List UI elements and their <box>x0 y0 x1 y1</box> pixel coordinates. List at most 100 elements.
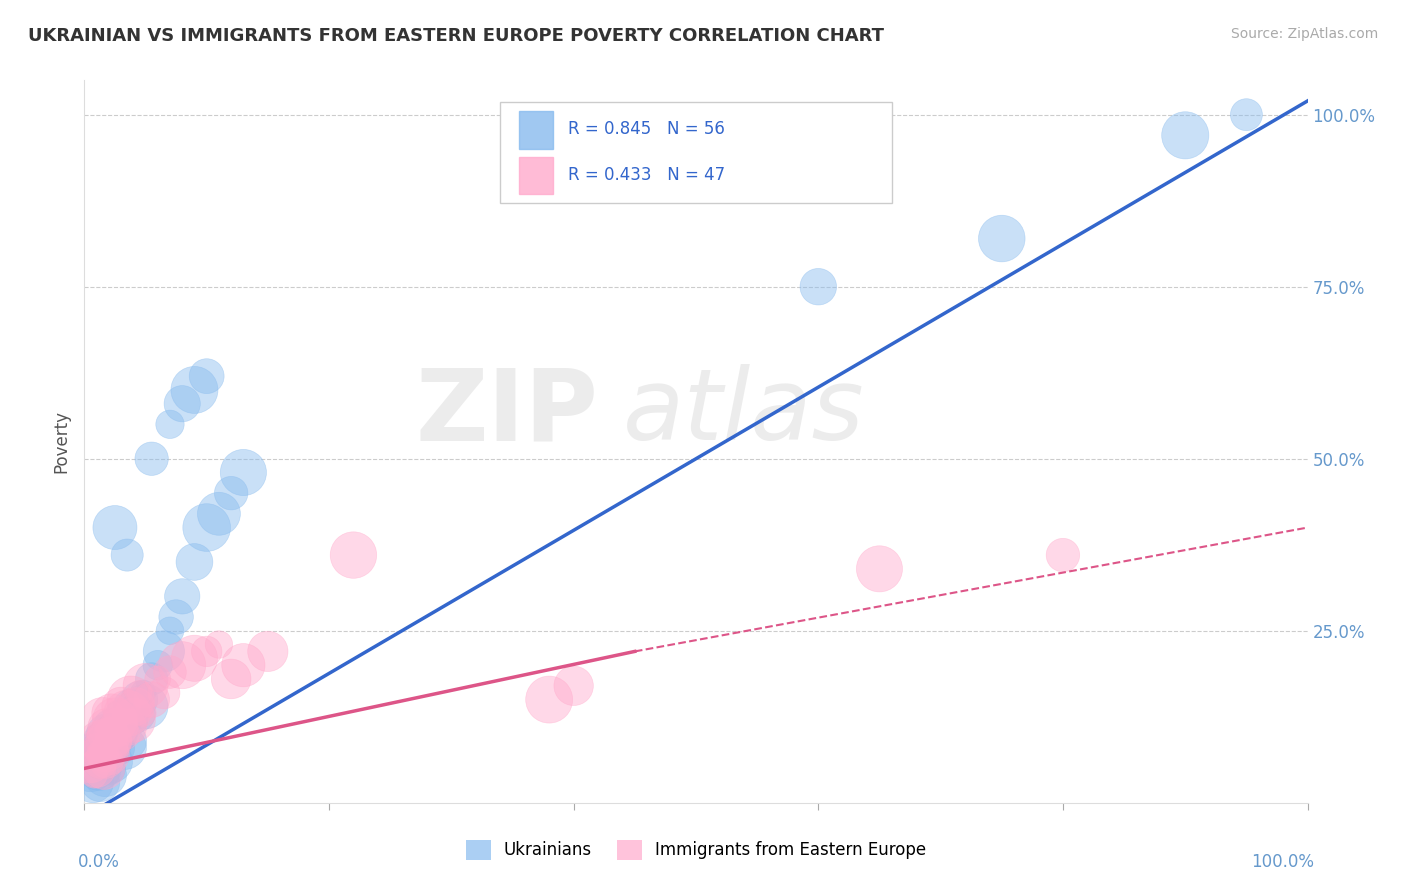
Point <box>96 727 118 741</box>
Point <box>117 734 139 748</box>
Point <box>991 231 1014 245</box>
Point <box>141 451 163 466</box>
Point <box>219 486 242 500</box>
Text: Source: ZipAtlas.com: Source: ZipAtlas.com <box>1230 27 1378 41</box>
Point <box>146 658 169 673</box>
Point <box>112 713 135 727</box>
Point <box>172 658 194 673</box>
Point <box>115 706 138 721</box>
Point <box>86 768 108 782</box>
Text: atlas: atlas <box>623 364 865 461</box>
Point <box>87 740 110 755</box>
Point <box>141 672 163 686</box>
Point <box>159 665 181 679</box>
Legend: Ukrainians, Immigrants from Eastern Europe: Ukrainians, Immigrants from Eastern Euro… <box>458 833 934 867</box>
Point <box>172 590 194 604</box>
Point <box>153 644 176 658</box>
Point <box>1174 128 1197 143</box>
Point <box>87 761 110 775</box>
Text: R = 0.845   N = 56: R = 0.845 N = 56 <box>568 120 724 138</box>
Point <box>97 734 120 748</box>
Point <box>89 755 111 769</box>
Point <box>117 720 139 734</box>
Point <box>100 720 122 734</box>
Point <box>869 562 891 576</box>
Point <box>96 740 118 755</box>
Point <box>232 466 254 480</box>
Text: R = 0.433   N = 47: R = 0.433 N = 47 <box>568 166 724 184</box>
Point <box>141 692 163 706</box>
Point <box>87 734 110 748</box>
Y-axis label: Poverty: Poverty <box>52 410 70 473</box>
Point <box>120 692 142 706</box>
Point <box>562 679 585 693</box>
Point <box>208 507 231 521</box>
Point <box>104 727 127 741</box>
Point <box>115 720 138 734</box>
Point <box>91 755 114 769</box>
Point <box>183 383 205 397</box>
Point <box>135 699 157 714</box>
Point <box>195 369 218 384</box>
Point <box>91 747 114 762</box>
Point <box>122 713 145 727</box>
Bar <box>519 112 553 149</box>
Text: ZIP: ZIP <box>415 364 598 461</box>
Point <box>94 768 117 782</box>
Point <box>115 548 138 562</box>
Point <box>165 610 187 624</box>
Point <box>93 761 115 775</box>
Point <box>91 734 114 748</box>
Point <box>105 734 128 748</box>
Point <box>89 775 111 789</box>
Point <box>1236 108 1258 122</box>
Point <box>538 692 561 706</box>
Bar <box>519 157 553 194</box>
Point <box>96 720 118 734</box>
Point <box>135 679 157 693</box>
Point <box>107 734 129 748</box>
Point <box>79 755 101 769</box>
Point <box>100 755 122 769</box>
Point <box>125 706 148 721</box>
Point <box>195 644 218 658</box>
Point <box>128 692 150 706</box>
Point <box>79 761 101 775</box>
Point <box>97 734 120 748</box>
Point <box>97 761 120 775</box>
Point <box>172 397 194 411</box>
Point <box>107 720 129 734</box>
Point <box>146 672 169 686</box>
Point <box>100 706 122 721</box>
Point <box>94 740 117 755</box>
Point <box>257 644 280 658</box>
Point <box>86 740 108 755</box>
Point <box>112 727 135 741</box>
Point <box>105 740 128 755</box>
Text: 0.0%: 0.0% <box>79 854 120 871</box>
Point <box>110 727 132 741</box>
FancyBboxPatch shape <box>501 102 891 203</box>
Point <box>183 651 205 665</box>
Point <box>219 672 242 686</box>
Point <box>103 747 125 762</box>
Point <box>86 755 108 769</box>
Point <box>128 686 150 700</box>
Point <box>183 555 205 569</box>
Point <box>132 706 155 721</box>
Point <box>114 740 136 755</box>
Point <box>83 768 105 782</box>
Text: 100.0%: 100.0% <box>1251 854 1313 871</box>
Point <box>195 520 218 534</box>
Point <box>82 775 104 789</box>
Point <box>86 761 108 775</box>
Point <box>232 658 254 673</box>
Point <box>125 699 148 714</box>
Point <box>91 713 114 727</box>
Point <box>159 624 181 638</box>
Point <box>159 417 181 432</box>
Point <box>100 727 122 741</box>
Text: UKRAINIAN VS IMMIGRANTS FROM EASTERN EUROPE POVERTY CORRELATION CHART: UKRAINIAN VS IMMIGRANTS FROM EASTERN EUR… <box>28 27 884 45</box>
Point <box>104 713 127 727</box>
Point <box>807 279 830 293</box>
